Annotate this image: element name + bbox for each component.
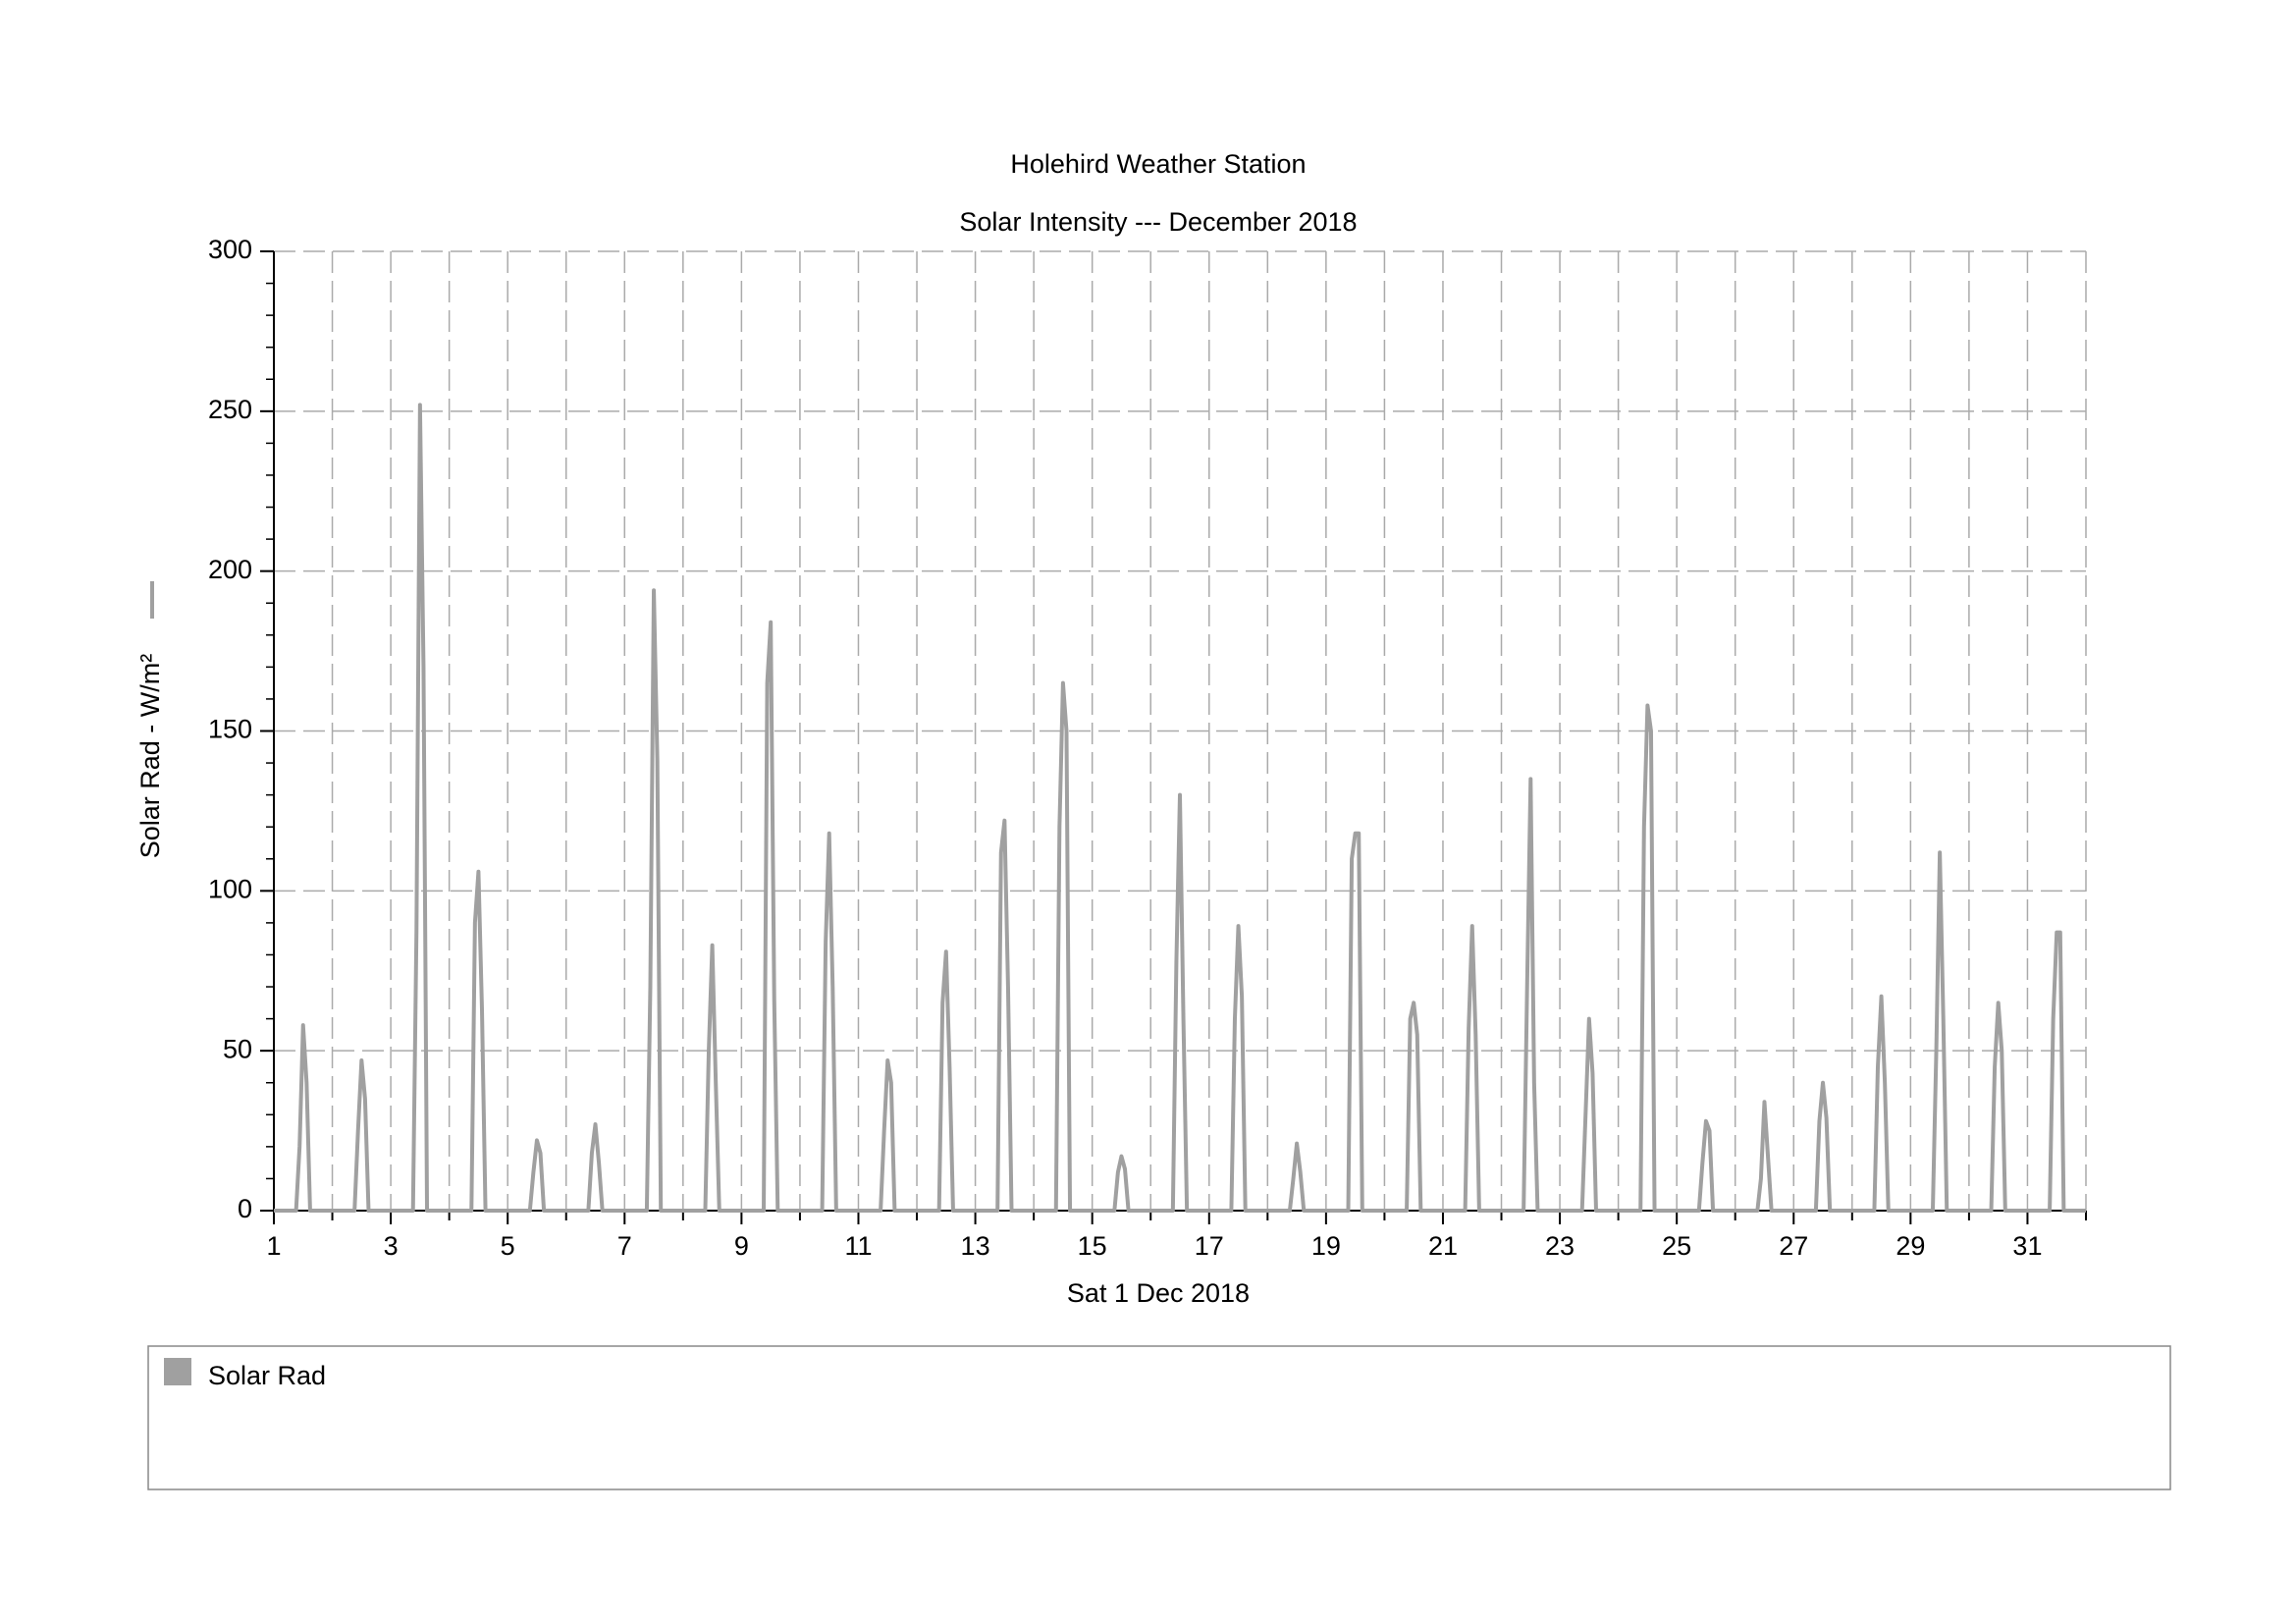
x-tick-label: 25 <box>1662 1231 1691 1261</box>
x-tick-label: 29 <box>1896 1231 1925 1261</box>
y-tick-label: 50 <box>223 1034 252 1063</box>
y-tick-label: 200 <box>208 555 252 584</box>
x-tick-label: 3 <box>384 1231 399 1261</box>
x-tick-label: 11 <box>844 1231 872 1261</box>
x-tick-label: 17 <box>1195 1231 1224 1261</box>
x-tick-label: 15 <box>1078 1231 1107 1261</box>
x-tick-label: 23 <box>1545 1231 1575 1261</box>
x-tick-label: 9 <box>734 1231 749 1261</box>
x-tick-label: 19 <box>1311 1231 1341 1261</box>
data-line <box>274 403 2086 1213</box>
legend-swatch <box>164 1358 191 1385</box>
y-tick-label: 0 <box>238 1194 252 1223</box>
y-axis-label: Solar Rad - W/m² <box>135 654 165 859</box>
x-tick-label: 31 <box>2012 1231 2042 1261</box>
x-axis-label: Sat 1 Dec 2018 <box>1067 1278 1250 1308</box>
x-tick-label: 5 <box>501 1231 515 1261</box>
legend-box <box>147 1345 2171 1490</box>
x-tick-label: 7 <box>617 1231 632 1261</box>
chart-title: Holehird Weather Station <box>1010 149 1306 179</box>
x-tick-label: 21 <box>1428 1231 1458 1261</box>
y-tick-label: 300 <box>208 235 252 264</box>
y-tick-label: 150 <box>208 715 252 744</box>
chart-subtitle: Solar Intensity --- December 2018 <box>959 207 1357 237</box>
legend-label: Solar Rad <box>208 1361 326 1390</box>
x-tick-label: 1 <box>266 1231 281 1261</box>
x-tick-label: 13 <box>961 1231 990 1261</box>
y-tick-label: 250 <box>208 395 252 424</box>
y-tick-label: 100 <box>208 874 252 903</box>
x-tick-label: 27 <box>1779 1231 1808 1261</box>
